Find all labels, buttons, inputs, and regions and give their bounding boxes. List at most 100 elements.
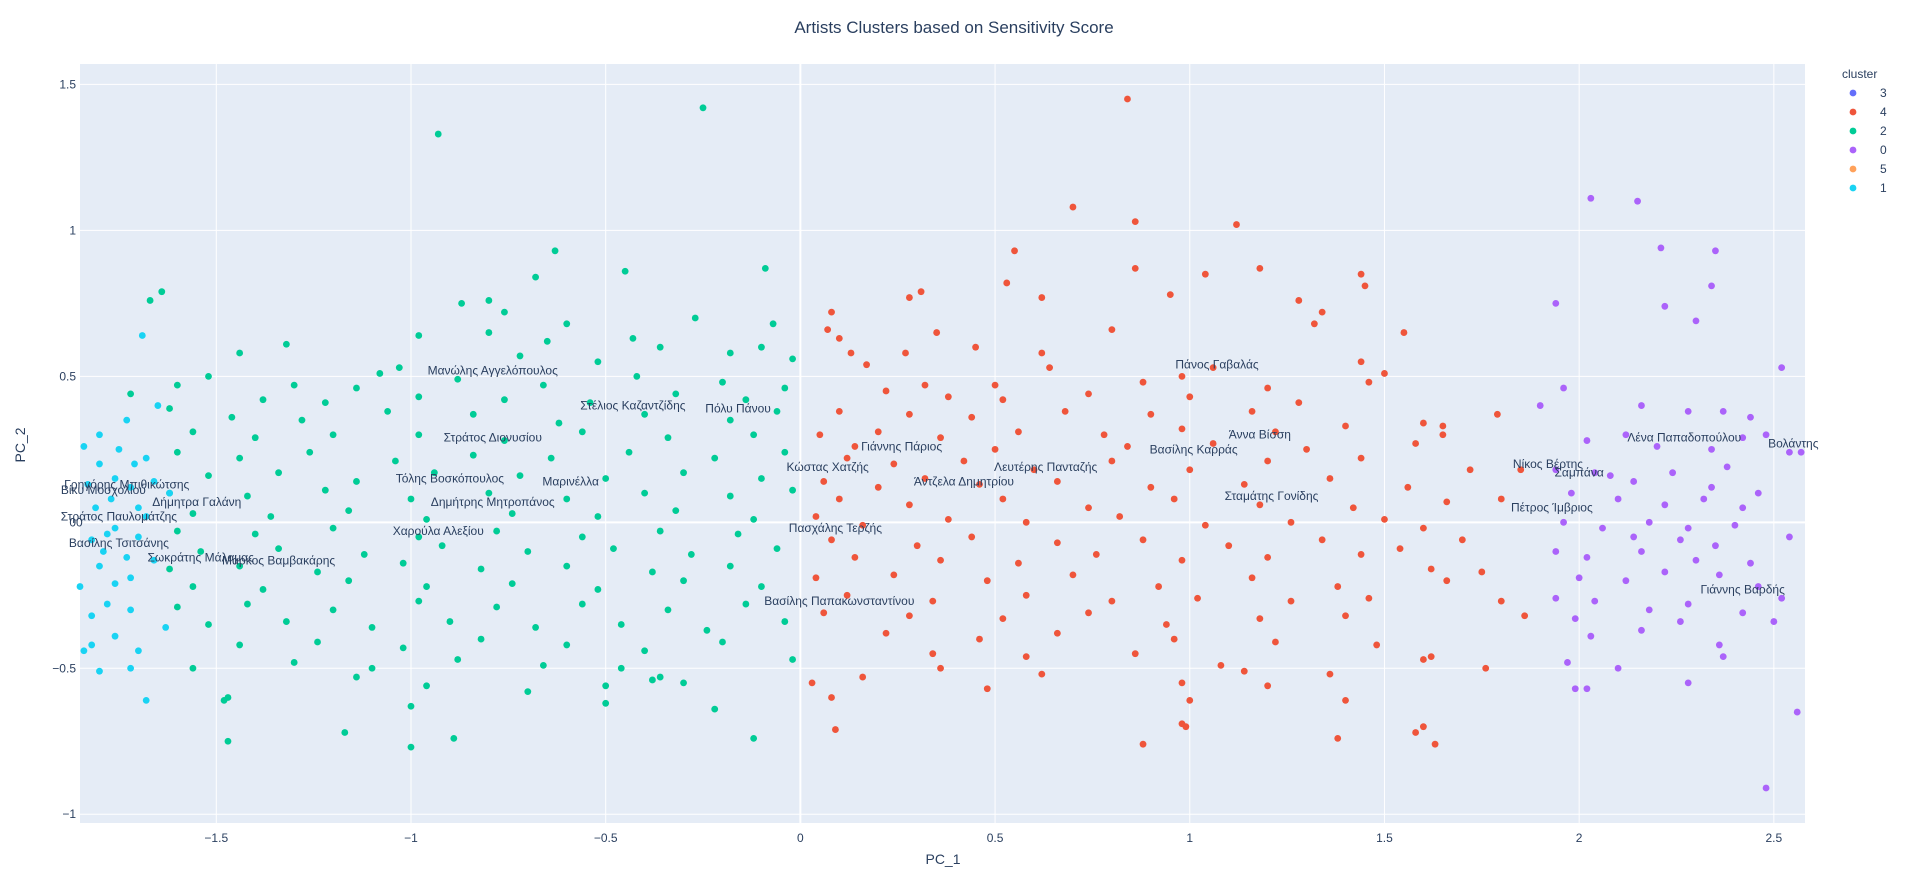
data-point-cluster-2[interactable] <box>773 545 781 552</box>
data-point-cluster-2[interactable] <box>680 469 687 477</box>
data-point-cluster-1[interactable] <box>103 530 111 538</box>
data-point-cluster-0[interactable] <box>1762 784 1770 792</box>
data-point-cluster-2[interactable] <box>594 358 602 366</box>
data-point-cluster-4[interactable] <box>999 396 1007 404</box>
data-point-cluster-4[interactable] <box>1131 650 1139 658</box>
data-point-cluster-4[interactable] <box>1147 483 1155 491</box>
data-point-cluster-2[interactable] <box>173 603 181 611</box>
data-point-cluster-1[interactable] <box>142 696 150 704</box>
data-point-cluster-4[interactable] <box>937 434 944 442</box>
data-point-cluster-4[interactable] <box>1264 553 1272 561</box>
data-point-cluster-4[interactable] <box>847 349 855 357</box>
data-point-cluster-0[interactable] <box>1719 653 1727 661</box>
data-point-cluster-4[interactable] <box>917 288 925 296</box>
data-point-cluster-0[interactable] <box>1676 536 1684 544</box>
data-point-cluster-2[interactable] <box>454 375 462 383</box>
data-point-cluster-2[interactable] <box>329 431 337 439</box>
data-point-cluster-4[interactable] <box>929 597 937 605</box>
data-point-cluster-2[interactable] <box>477 635 485 643</box>
data-point-cluster-2[interactable] <box>454 656 462 663</box>
data-point-cluster-2[interactable] <box>680 679 687 687</box>
data-point-cluster-4[interactable] <box>1458 536 1466 544</box>
data-point-cluster-4[interactable] <box>1166 291 1174 299</box>
data-point-cluster-4[interactable] <box>1186 466 1194 474</box>
data-point-cluster-4[interactable] <box>1139 378 1147 386</box>
data-point-cluster-4[interactable] <box>1069 571 1077 579</box>
data-point-cluster-2[interactable] <box>485 329 493 336</box>
data-point-cluster-2[interactable] <box>501 396 508 404</box>
data-point-cluster-4[interactable] <box>1178 556 1186 564</box>
data-point-cluster-2[interactable] <box>384 407 392 415</box>
data-point-cluster-4[interactable] <box>863 361 870 369</box>
data-point-cluster-4[interactable] <box>906 410 913 418</box>
data-point-cluster-0[interactable] <box>1638 548 1645 555</box>
data-point-cluster-4[interactable] <box>1310 320 1318 328</box>
data-point-cluster-0[interactable] <box>1692 556 1700 564</box>
data-point-cluster-4[interactable] <box>1400 329 1408 336</box>
legend[interactable]: cluster 3 4 2 0 5 1 <box>1842 67 1887 195</box>
data-point-cluster-0[interactable] <box>1622 577 1630 585</box>
data-point-cluster-0[interactable] <box>1583 553 1591 561</box>
data-point-cluster-2[interactable] <box>687 551 695 558</box>
data-point-cluster-0[interactable] <box>1653 443 1661 450</box>
data-point-cluster-2[interactable] <box>789 355 796 363</box>
data-point-cluster-2[interactable] <box>438 542 446 550</box>
data-point-cluster-1[interactable] <box>154 402 162 409</box>
legend-marker[interactable] <box>1849 165 1857 173</box>
data-point-cluster-4[interactable] <box>983 577 991 585</box>
data-point-cluster-4[interactable] <box>1264 384 1272 392</box>
data-point-cluster-4[interactable] <box>1162 621 1170 628</box>
data-point-cluster-2[interactable] <box>314 568 321 576</box>
data-point-cluster-0[interactable] <box>1708 282 1715 290</box>
data-point-cluster-1[interactable] <box>123 553 131 561</box>
data-point-cluster-2[interactable] <box>551 247 559 255</box>
data-point-cluster-1[interactable] <box>127 664 135 672</box>
data-point-cluster-4[interactable] <box>1272 428 1279 436</box>
data-point-cluster-2[interactable] <box>726 562 734 570</box>
data-point-cluster-2[interactable] <box>758 475 765 482</box>
data-point-cluster-2[interactable] <box>656 527 664 535</box>
data-point-cluster-2[interactable] <box>602 475 610 482</box>
data-point-cluster-2[interactable] <box>395 364 403 371</box>
data-point-cluster-4[interactable] <box>1256 615 1264 623</box>
data-point-cluster-4[interactable] <box>1209 440 1217 447</box>
data-point-cluster-4[interactable] <box>1201 521 1209 529</box>
data-point-cluster-2[interactable] <box>267 513 275 520</box>
data-point-cluster-2[interactable] <box>664 434 672 442</box>
data-point-cluster-2[interactable] <box>407 743 415 751</box>
data-point-cluster-4[interactable] <box>890 571 898 579</box>
data-point-cluster-4[interactable] <box>1295 297 1303 304</box>
data-point-cluster-4[interactable] <box>1139 536 1147 544</box>
data-point-cluster-2[interactable] <box>711 454 719 462</box>
data-point-cluster-0[interactable] <box>1700 495 1708 503</box>
data-point-cluster-4[interactable] <box>1038 349 1046 357</box>
data-point-cluster-2[interactable] <box>345 577 353 585</box>
data-point-cluster-4[interactable] <box>1264 457 1272 465</box>
data-point-cluster-2[interactable] <box>501 437 508 444</box>
data-point-cluster-4[interactable] <box>1272 638 1279 646</box>
data-point-cluster-2[interactable] <box>750 431 758 439</box>
data-point-cluster-2[interactable] <box>399 559 407 567</box>
data-point-cluster-1[interactable] <box>111 632 119 640</box>
data-point-cluster-2[interactable] <box>127 390 135 398</box>
data-point-cluster-2[interactable] <box>750 734 758 742</box>
data-point-cluster-4[interactable] <box>1478 568 1486 576</box>
data-point-cluster-4[interactable] <box>1085 609 1092 617</box>
data-point-cluster-4[interactable] <box>812 513 820 520</box>
data-point-cluster-2[interactable] <box>641 489 649 497</box>
data-point-cluster-2[interactable] <box>789 486 796 494</box>
data-point-cluster-2[interactable] <box>146 297 154 304</box>
data-point-cluster-4[interactable] <box>1178 425 1186 433</box>
data-point-cluster-2[interactable] <box>734 530 742 538</box>
data-point-cluster-2[interactable] <box>649 568 656 576</box>
data-point-cluster-2[interactable] <box>259 396 267 404</box>
data-point-cluster-4[interactable] <box>1482 664 1490 672</box>
legend-label[interactable]: 2 <box>1880 124 1887 138</box>
data-point-cluster-4[interactable] <box>1015 559 1022 567</box>
data-point-cluster-2[interactable] <box>516 352 524 360</box>
data-point-cluster-4[interactable] <box>1357 551 1365 558</box>
data-point-cluster-4[interactable] <box>972 343 979 351</box>
data-point-cluster-2[interactable] <box>407 495 415 503</box>
data-point-cluster-4[interactable] <box>828 694 835 701</box>
data-point-cluster-4[interactable] <box>832 726 839 733</box>
